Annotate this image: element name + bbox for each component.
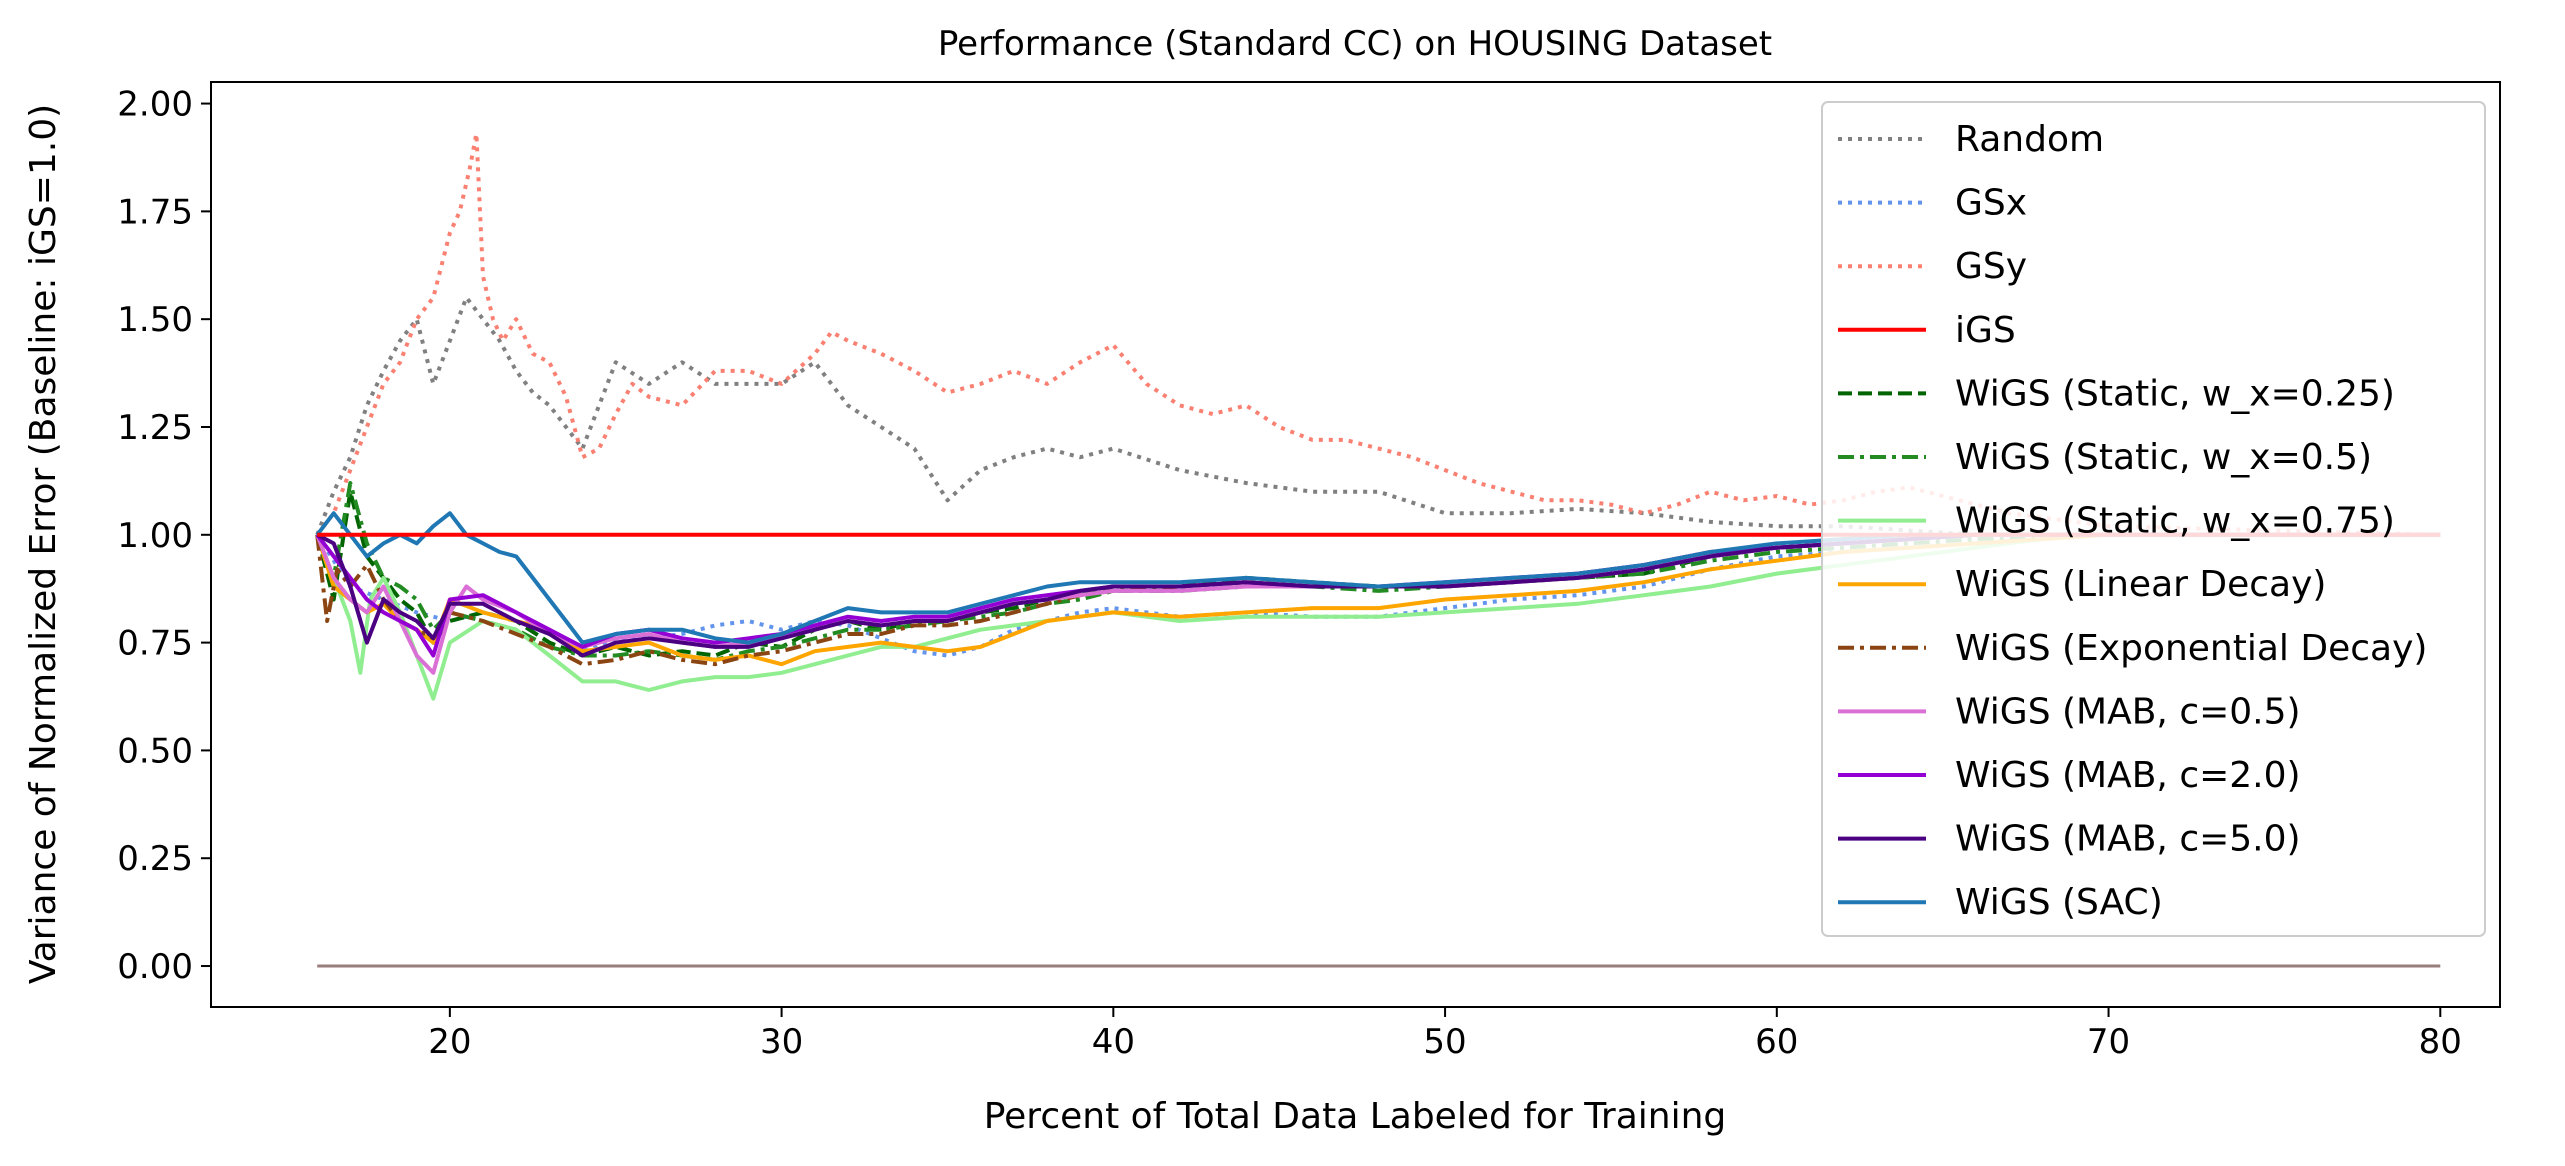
legend-label-wigs-exponential-decay: WiGS (Exponential Decay) — [1955, 628, 2427, 669]
x-tick-label: 40 — [1092, 1022, 1135, 1062]
x-tick-label: 80 — [2419, 1022, 2462, 1062]
legend-label-wigs-static-w-x-0-5: WiGS (Static, w_x=0.5) — [1955, 437, 2372, 478]
y-tick-label: 1.00 — [117, 516, 193, 556]
series-line-wigs-mab-c-5-0 — [316, 532, 2441, 658]
y-tick-label: 0.00 — [117, 947, 193, 987]
series-line-gsy — [315, 131, 2441, 537]
x-tick-label: 50 — [1423, 1022, 1466, 1062]
x-tick-label: 60 — [1755, 1022, 1798, 1062]
legend-label-random: Random — [1955, 119, 2104, 160]
legend: Random GSx GSy iGS WiGS (Static, w_x=0.25) Wi… — [1821, 101, 2486, 937]
legend-label-wigs-static-w-x-0-25: WiGS (Static, w_x=0.25) — [1955, 373, 2395, 414]
chart-title: Performance (Standard CC) on HOUSING Dat… — [938, 24, 1772, 64]
legend-label-wigs-mab-c-2-0: WiGS (MAB, c=2.0) — [1955, 755, 2301, 796]
series-line-wigs-sac — [315, 511, 2441, 645]
x-tick-label: 20 — [428, 1022, 471, 1062]
y-tick-label: 1.50 — [117, 300, 193, 340]
legend-label-gsy: GSy — [1955, 246, 2027, 287]
y-tick-label: 1.25 — [117, 408, 193, 448]
y-tick-label: 0.50 — [117, 731, 193, 771]
legend-box — [1821, 101, 2486, 937]
y-axis-label: Variance of Normalized Error (Baseline: … — [23, 104, 64, 984]
legend-label-igs: iGS — [1955, 310, 2016, 351]
y-tick-label: 2.00 — [117, 85, 193, 125]
series-line-random — [315, 295, 2441, 537]
x-axis-label: Percent of Total Data Labeled for Traini… — [984, 1096, 1727, 1137]
legend-label-wigs-linear-decay: WiGS (Linear Decay) — [1955, 564, 2326, 605]
legend-label-gsx: GSx — [1955, 183, 2027, 224]
x-tick-label: 70 — [2087, 1022, 2130, 1062]
legend-label-wigs-mab-c-5-0: WiGS (MAB, c=5.0) — [1955, 819, 2301, 860]
y-tick-label: 1.75 — [117, 192, 193, 232]
legend-label-wigs-sac: WiGS (SAC) — [1955, 882, 2163, 923]
y-tick-label: 0.75 — [117, 624, 193, 664]
legend-label-wigs-mab-c-0-5: WiGS (MAB, c=0.5) — [1955, 691, 2301, 732]
y-tick-label: 0.25 — [117, 839, 193, 879]
x-tick-label: 30 — [760, 1022, 803, 1062]
plot-frame — [210, 81, 2501, 1008]
legend-label-wigs-static-w-x-0-75: WiGS (Static, w_x=0.75) — [1955, 501, 2395, 542]
